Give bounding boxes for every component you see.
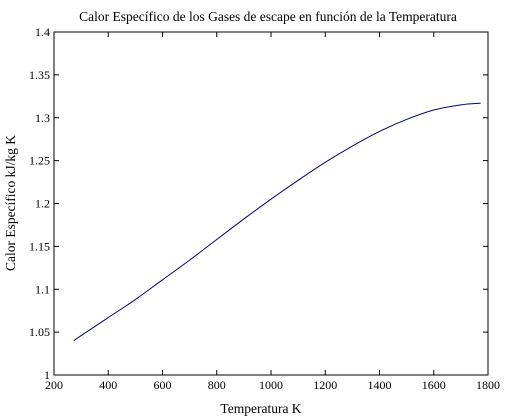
x-tick-label: 1600 bbox=[422, 378, 446, 392]
y-tick-label: 1.25 bbox=[29, 154, 50, 168]
x-ticks: 200 400 600 800 1000 1200 1400 1600 1800 bbox=[45, 32, 500, 392]
plot-frame bbox=[53, 31, 489, 376]
x-tick-label: 1400 bbox=[368, 378, 392, 392]
x-tick-label: 400 bbox=[99, 378, 117, 392]
y-tick-label: 1 bbox=[44, 368, 50, 382]
x-tick-label: 200 bbox=[45, 378, 63, 392]
x-tick-label: 800 bbox=[208, 378, 226, 392]
y-tick-label: 1.4 bbox=[35, 25, 50, 39]
y-tick-label: 1.35 bbox=[29, 68, 50, 82]
y-tick-label: 1.05 bbox=[29, 325, 50, 339]
y-tick-label: 1.3 bbox=[35, 111, 50, 125]
y-tick-label: 1.2 bbox=[35, 197, 50, 211]
x-tick-label: 600 bbox=[154, 378, 172, 392]
x-axis-label: Temperatura K bbox=[220, 401, 301, 416]
chart-title: Calor Específico de los Gases de escape … bbox=[79, 9, 457, 24]
x-tick-label: 1000 bbox=[259, 378, 283, 392]
series-line bbox=[73, 102, 481, 342]
x-tick-label: 1800 bbox=[476, 378, 500, 392]
x-tick-label: 1200 bbox=[313, 378, 337, 392]
y-tick-label: 1.1 bbox=[35, 282, 50, 296]
y-ticks: 1 1.05 1.1 1.15 1.2 1.25 1.3 1.35 1.4 bbox=[29, 25, 488, 382]
y-axis-label: Calor Específico kJ/kg K bbox=[3, 135, 18, 271]
y-tick-label: 1.15 bbox=[29, 239, 50, 253]
